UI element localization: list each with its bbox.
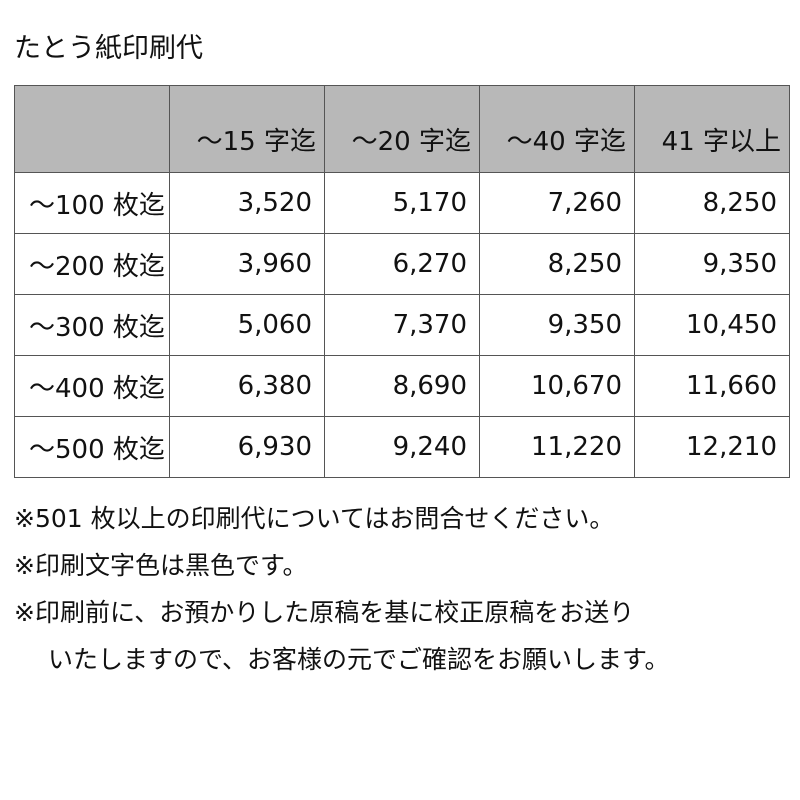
row-header: ～500 枚迄 (14, 416, 170, 478)
note-line: ※印刷文字色は黒色です。 (14, 551, 308, 580)
price-cell: 7,370 (324, 294, 480, 356)
price-cell: 11,220 (479, 416, 635, 478)
price-cell: 5,060 (169, 294, 325, 356)
price-cell: 8,250 (479, 233, 635, 295)
note-line: ※501 枚以上の印刷代についてはお問合せください。 (14, 504, 615, 533)
table-row: ～100 枚迄 3,520 5,170 7,260 8,250 (14, 172, 790, 234)
price-cell: 5,170 (324, 172, 480, 234)
table-row: ～500 枚迄 6,930 9,240 11,220 12,210 (14, 416, 790, 478)
price-cell: 3,520 (169, 172, 325, 234)
note-line: いたしますので、お客様の元でご確認をお願いします。 (48, 645, 670, 674)
price-cell: 3,960 (169, 233, 325, 295)
price-cell: 9,350 (634, 233, 790, 295)
header-corner (14, 85, 170, 173)
table-row: ～200 枚迄 3,960 6,270 8,250 9,350 (14, 233, 790, 295)
price-cell: 10,670 (479, 355, 635, 417)
price-cell: 9,240 (324, 416, 480, 478)
header-cell: ～15 字迄 (169, 85, 325, 173)
page-title: たとう紙印刷代 (14, 33, 203, 64)
price-cell: 8,250 (634, 172, 790, 234)
price-cell: 8,690 (324, 355, 480, 417)
price-cell: 6,380 (169, 355, 325, 417)
header-cell: 41 字以上 (634, 85, 790, 173)
notes: ※501 枚以上の印刷代についてはお問合せください。 ※印刷文字色は黒色です。 … (14, 495, 670, 683)
price-table: ～15 字迄 ～20 字迄 ～40 字迄 41 字以上 ～100 枚迄 3,520… (14, 85, 790, 478)
table-row: ～300 枚迄 5,060 7,370 9,350 10,450 (14, 294, 790, 356)
header-cell: ～20 字迄 (324, 85, 480, 173)
price-cell: 11,660 (634, 355, 790, 417)
price-cell: 10,450 (634, 294, 790, 356)
price-cell: 12,210 (634, 416, 790, 478)
price-cell: 6,270 (324, 233, 480, 295)
row-header: ～400 枚迄 (14, 355, 170, 417)
price-cell: 6,930 (169, 416, 325, 478)
header-cell: ～40 字迄 (479, 85, 635, 173)
price-cell: 9,350 (479, 294, 635, 356)
price-cell: 7,260 (479, 172, 635, 234)
note-line: ※印刷前に、お預かりした原稿を基に校正原稿をお送り (14, 598, 635, 627)
table-row: ～400 枚迄 6,380 8,690 10,670 11,660 (14, 355, 790, 417)
row-header: ～100 枚迄 (14, 172, 170, 234)
row-header: ～200 枚迄 (14, 233, 170, 295)
table-header-row: ～15 字迄 ～20 字迄 ～40 字迄 41 字以上 (14, 85, 790, 173)
row-header: ～300 枚迄 (14, 294, 170, 356)
